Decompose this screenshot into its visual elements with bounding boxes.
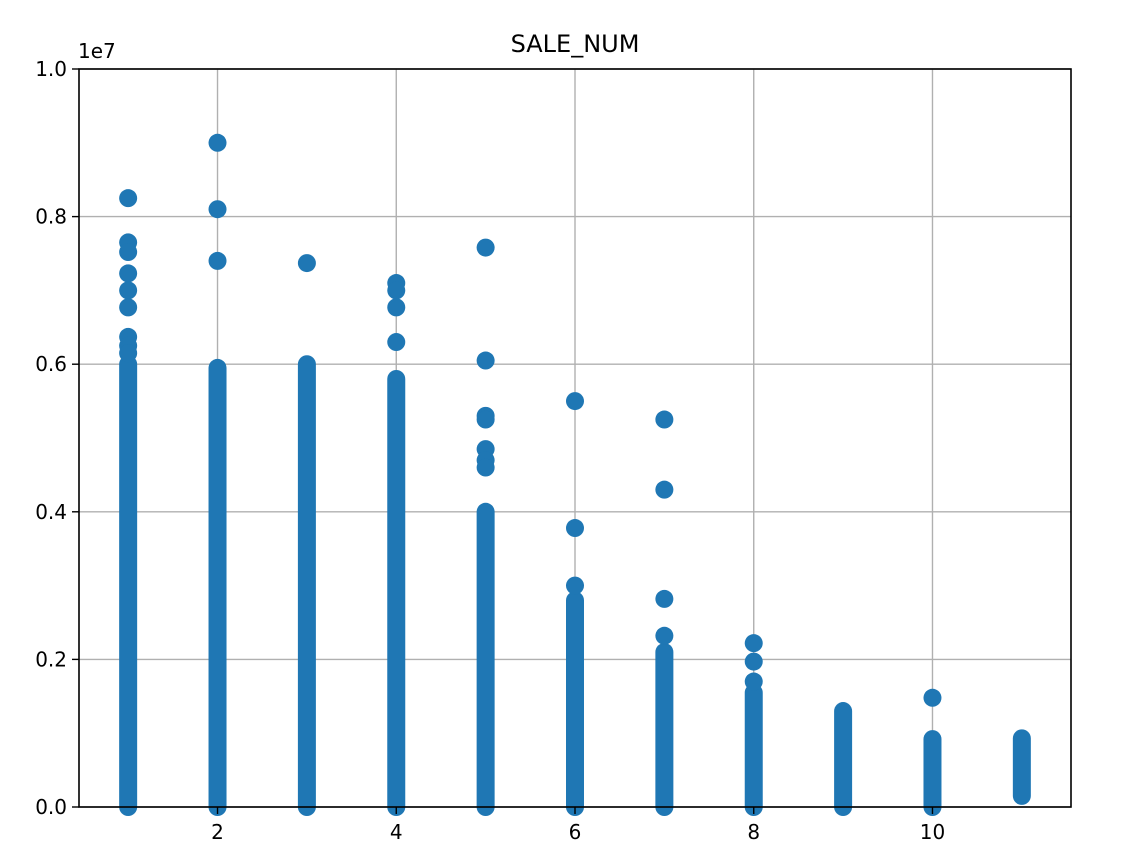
scatter-point xyxy=(566,392,584,411)
chart-title: SALE_NUM xyxy=(511,30,640,58)
scatter-point-cluster xyxy=(1012,729,1031,805)
scatter-point xyxy=(476,410,495,429)
y-tick-label: 0.0 xyxy=(35,795,67,819)
scatter-point xyxy=(476,238,495,257)
data-points xyxy=(119,133,1031,816)
y-tick-label: 1.0 xyxy=(35,57,67,81)
y-tick-label: 0.2 xyxy=(35,647,67,671)
scatter-point xyxy=(566,576,584,595)
scatter-point-cluster xyxy=(119,355,138,816)
scatter-point xyxy=(119,189,138,208)
scatter-point xyxy=(119,264,138,283)
y-tick-label: 0.4 xyxy=(35,500,67,524)
scatter-point xyxy=(655,626,674,645)
scatter-point-cluster xyxy=(923,730,942,816)
scatter-point xyxy=(387,281,406,300)
x-tick-label: 10 xyxy=(920,820,945,844)
scatter-point-cluster xyxy=(566,591,584,816)
x-tick-label: 2 xyxy=(211,820,224,844)
scatter-point xyxy=(566,519,584,538)
scatter-point xyxy=(923,688,942,707)
scatter-point xyxy=(655,589,674,608)
y-tick-label: 0.6 xyxy=(35,352,67,376)
scatter-point-cluster xyxy=(297,355,316,816)
scatter-point-cluster xyxy=(208,358,227,816)
x-tick-label: 8 xyxy=(747,820,760,844)
scatter-point xyxy=(476,458,495,477)
x-tick-label: 4 xyxy=(390,820,403,844)
y-tick-label: 0.8 xyxy=(35,205,67,229)
scatter-point xyxy=(297,254,316,273)
x-axis: 2 4 6 8 10 xyxy=(211,807,945,844)
scatter-point xyxy=(387,333,406,352)
scatter-point-cluster xyxy=(387,369,406,816)
scatter-point xyxy=(119,243,138,262)
scatter-point xyxy=(655,480,674,499)
scatter-point xyxy=(655,410,674,429)
scatter-point xyxy=(387,298,406,317)
scatter-point xyxy=(476,351,495,370)
scatter-point xyxy=(744,634,763,653)
scatter-point-cluster xyxy=(834,702,853,816)
scatter-point xyxy=(208,133,227,152)
scatter-point xyxy=(119,298,138,317)
scatter-point-cluster xyxy=(655,643,674,816)
y-axis: 0.0 0.2 0.4 0.6 0.8 1.0 xyxy=(35,57,79,819)
scatter-point-cluster xyxy=(744,683,763,816)
scatter-point xyxy=(119,281,138,300)
y-offset-label: 1e7 xyxy=(78,39,116,63)
scatter-point-cluster xyxy=(476,502,495,816)
scatter-point xyxy=(119,344,138,363)
scatter-point xyxy=(208,200,227,219)
scatter-point xyxy=(208,251,227,270)
x-tick-label: 6 xyxy=(569,820,582,844)
scatter-point xyxy=(744,652,763,671)
scatter-point xyxy=(744,672,763,691)
